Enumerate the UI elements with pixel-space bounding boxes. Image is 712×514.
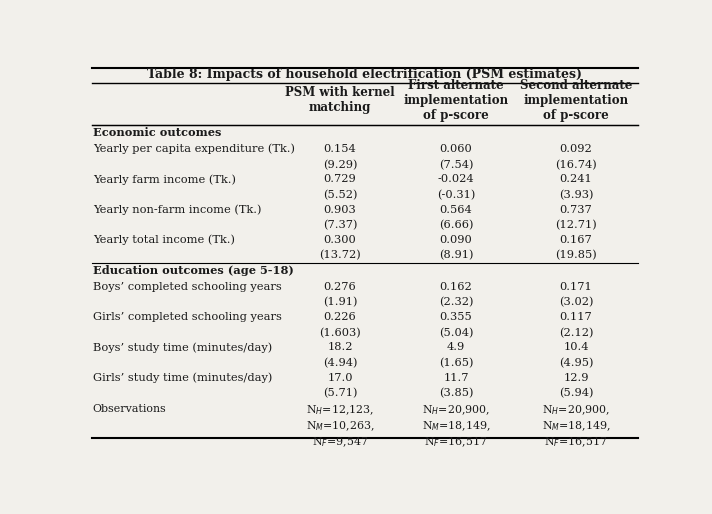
Text: 0.092: 0.092 <box>560 144 592 154</box>
Text: PSM with kernel
matching: PSM with kernel matching <box>286 86 395 114</box>
Text: 0.090: 0.090 <box>439 235 472 245</box>
Text: 0.276: 0.276 <box>324 282 357 292</box>
Text: (7.37): (7.37) <box>323 220 357 230</box>
Text: (5.52): (5.52) <box>323 190 357 200</box>
Text: N$_H$=20,900,
N$_M$=18,149,
N$_F$=16,517: N$_H$=20,900, N$_M$=18,149, N$_F$=16,517 <box>422 404 491 449</box>
Text: Observations: Observations <box>93 404 167 414</box>
Text: Economic outcomes: Economic outcomes <box>93 127 221 138</box>
Text: 0.226: 0.226 <box>324 312 357 322</box>
Text: (1.65): (1.65) <box>439 358 473 368</box>
Text: (6.66): (6.66) <box>439 220 473 230</box>
Text: (19.85): (19.85) <box>555 250 597 261</box>
Text: 0.167: 0.167 <box>560 235 592 245</box>
Text: (1.603): (1.603) <box>319 327 361 338</box>
Text: N$_H$=20,900,
N$_M$=18,149,
N$_F$=16,517: N$_H$=20,900, N$_M$=18,149, N$_F$=16,517 <box>542 404 610 449</box>
Text: 0.355: 0.355 <box>439 312 472 322</box>
Text: Yearly non-farm income (Tk.): Yearly non-farm income (Tk.) <box>93 204 261 215</box>
Text: Yearly per capita expenditure (Tk.): Yearly per capita expenditure (Tk.) <box>93 144 295 154</box>
Text: 17.0: 17.0 <box>328 373 353 382</box>
Text: 12.9: 12.9 <box>563 373 589 382</box>
Text: (12.71): (12.71) <box>555 220 597 230</box>
Text: First alternate
implementation
of p-score: First alternate implementation of p-scor… <box>404 79 508 122</box>
Text: Yearly farm income (Tk.): Yearly farm income (Tk.) <box>93 174 236 185</box>
Text: (7.54): (7.54) <box>439 159 473 170</box>
Text: Yearly total income (Tk.): Yearly total income (Tk.) <box>93 234 235 245</box>
Text: 4.9: 4.9 <box>447 342 465 352</box>
Text: Girls’ study time (minutes/day): Girls’ study time (minutes/day) <box>93 372 272 383</box>
Text: 18.2: 18.2 <box>328 342 353 352</box>
Text: (3.85): (3.85) <box>439 388 473 398</box>
Text: Table 8: Impacts of household electrification (PSM estimates): Table 8: Impacts of household electrific… <box>147 68 582 81</box>
Text: 11.7: 11.7 <box>443 373 468 382</box>
Text: (3.02): (3.02) <box>559 297 593 307</box>
Text: -0.024: -0.024 <box>438 174 474 185</box>
Text: 0.154: 0.154 <box>324 144 357 154</box>
Text: Boys’ study time (minutes/day): Boys’ study time (minutes/day) <box>93 342 272 353</box>
Text: (13.72): (13.72) <box>319 250 361 261</box>
Text: (4.94): (4.94) <box>323 358 357 368</box>
Text: (5.94): (5.94) <box>559 388 593 398</box>
Text: Girls’ completed schooling years: Girls’ completed schooling years <box>93 312 282 322</box>
Text: 0.564: 0.564 <box>439 205 472 214</box>
Text: (16.74): (16.74) <box>555 159 597 170</box>
Text: (5.71): (5.71) <box>323 388 357 398</box>
Text: 0.241: 0.241 <box>560 174 592 185</box>
Text: (5.04): (5.04) <box>439 327 473 338</box>
Text: 0.162: 0.162 <box>439 282 472 292</box>
Text: (9.29): (9.29) <box>323 159 357 170</box>
Text: 0.300: 0.300 <box>324 235 357 245</box>
Text: (8.91): (8.91) <box>439 250 473 261</box>
Text: (3.93): (3.93) <box>559 190 593 200</box>
Text: 0.060: 0.060 <box>439 144 472 154</box>
Text: 0.737: 0.737 <box>560 205 592 214</box>
Text: N$_H$=12,123,
N$_M$=10,263,
N$_F$=9,547: N$_H$=12,123, N$_M$=10,263, N$_F$=9,547 <box>305 404 375 449</box>
Text: 0.903: 0.903 <box>324 205 357 214</box>
Text: (4.95): (4.95) <box>559 358 593 368</box>
Text: (2.32): (2.32) <box>439 297 473 307</box>
Text: 0.117: 0.117 <box>560 312 592 322</box>
Text: 0.729: 0.729 <box>324 174 357 185</box>
Text: (1.91): (1.91) <box>323 297 357 307</box>
Text: 10.4: 10.4 <box>563 342 589 352</box>
Text: Education outcomes (age 5-18): Education outcomes (age 5-18) <box>93 265 294 276</box>
Text: 0.171: 0.171 <box>560 282 592 292</box>
Text: (-0.31): (-0.31) <box>436 190 475 200</box>
Text: (2.12): (2.12) <box>559 327 593 338</box>
Text: Second alternate
implementation
of p-score: Second alternate implementation of p-sco… <box>520 79 632 122</box>
Text: Boys’ completed schooling years: Boys’ completed schooling years <box>93 282 282 292</box>
